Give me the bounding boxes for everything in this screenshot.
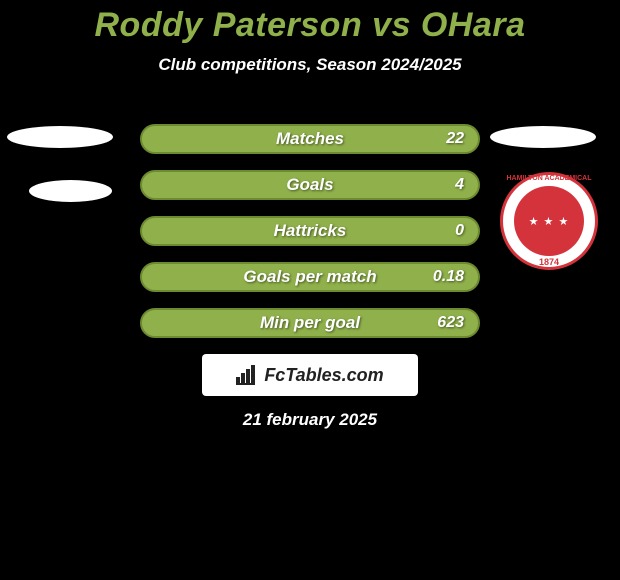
stat-label: Goals per match — [243, 267, 376, 287]
comparison-subtitle: Club competitions, Season 2024/2025 — [0, 55, 620, 75]
club-badge: HAMILTON ACADEMICAL 1874 ★ ★ ★ — [500, 172, 598, 270]
club-badge-stars: ★ ★ ★ — [529, 215, 570, 228]
stats-container: Matches 22 Goals 4 Hattricks 0 Goals per match… — [140, 124, 480, 338]
player-right-token — [490, 126, 596, 148]
club-badge-name: HAMILTON ACADEMICAL — [500, 175, 598, 182]
player-left-token — [29, 180, 112, 202]
stat-value: 0 — [455, 222, 464, 240]
club-badge-year: 1874 — [500, 257, 598, 267]
stat-bar: Matches 22 — [140, 124, 480, 154]
stat-value: 0.18 — [433, 268, 464, 286]
stat-label: Hattricks — [274, 221, 347, 241]
stat-bar: Goals 4 — [140, 170, 480, 200]
stat-value: 4 — [455, 176, 464, 194]
brand-box: FcTables.com — [202, 354, 418, 396]
stat-value: 22 — [446, 130, 464, 148]
stat-bar: Goals per match 0.18 — [140, 262, 480, 292]
stat-value: 623 — [437, 314, 464, 332]
comparison-title: Roddy Paterson vs OHara — [0, 0, 620, 45]
stat-label: Min per goal — [260, 313, 360, 333]
stat-bar: Hattricks 0 — [140, 216, 480, 246]
stat-label: Matches — [276, 129, 344, 149]
snapshot-date: 21 february 2025 — [0, 410, 620, 430]
player-left-token — [7, 126, 113, 148]
stat-label: Goals — [286, 175, 333, 195]
bars-icon — [236, 365, 258, 385]
stat-bar: Min per goal 623 — [140, 308, 480, 338]
brand-text: FcTables.com — [264, 365, 383, 386]
